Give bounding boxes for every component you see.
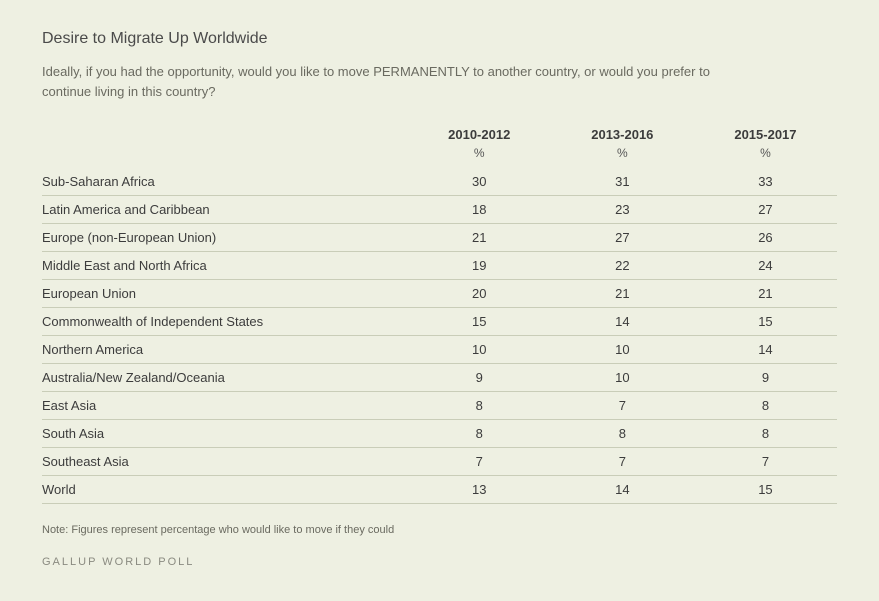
row-value: 10 (551, 336, 694, 364)
panel-subtitle: Ideally, if you had the opportunity, wou… (42, 62, 762, 101)
table-row: East Asia878 (42, 392, 837, 420)
row-value: 8 (694, 392, 837, 420)
row-value: 7 (551, 448, 694, 476)
table-row: Sub-Saharan Africa303133 (42, 168, 837, 196)
row-label: Southeast Asia (42, 448, 408, 476)
row-label: Latin America and Caribbean (42, 196, 408, 224)
row-label: European Union (42, 280, 408, 308)
row-value: 8 (408, 420, 551, 448)
table-row: Europe (non-European Union)212726 (42, 224, 837, 252)
table-row: European Union202121 (42, 280, 837, 308)
source-line: GALLUP WORLD POLL (42, 556, 837, 568)
header-row: 2010-2012 2013-2016 2015-2017 (42, 123, 837, 144)
footnote: Note: Figures represent percentage who w… (42, 524, 837, 536)
table-row: Australia/New Zealand/Oceania9109 (42, 364, 837, 392)
row-label: Northern America (42, 336, 408, 364)
row-value: 8 (551, 420, 694, 448)
row-value: 22 (551, 252, 694, 280)
table-row: Middle East and North Africa192224 (42, 252, 837, 280)
row-label: East Asia (42, 392, 408, 420)
row-value: 19 (408, 252, 551, 280)
row-value: 14 (551, 476, 694, 504)
row-value: 18 (408, 196, 551, 224)
table-row: Southeast Asia777 (42, 448, 837, 476)
unit-2: % (694, 144, 837, 168)
header-col-1: 2013-2016 (551, 123, 694, 144)
header-col-2: 2015-2017 (694, 123, 837, 144)
table-row: Commonwealth of Independent States151415 (42, 308, 837, 336)
table-row: Northern America101014 (42, 336, 837, 364)
row-label: World (42, 476, 408, 504)
row-label: South Asia (42, 420, 408, 448)
row-label: Australia/New Zealand/Oceania (42, 364, 408, 392)
row-value: 23 (551, 196, 694, 224)
row-label: Europe (non-European Union) (42, 224, 408, 252)
row-value: 7 (694, 448, 837, 476)
row-value: 7 (408, 448, 551, 476)
row-label: Middle East and North Africa (42, 252, 408, 280)
row-value: 8 (694, 420, 837, 448)
row-value: 26 (694, 224, 837, 252)
table-row: South Asia888 (42, 420, 837, 448)
data-table: 2010-2012 2013-2016 2015-2017 % % % Sub-… (42, 123, 837, 504)
unit-0: % (408, 144, 551, 168)
row-value: 9 (694, 364, 837, 392)
row-value: 15 (408, 308, 551, 336)
panel-title: Desire to Migrate Up Worldwide (42, 30, 837, 48)
row-value: 30 (408, 168, 551, 196)
row-value: 10 (408, 336, 551, 364)
table-row: Latin America and Caribbean182327 (42, 196, 837, 224)
row-value: 21 (408, 224, 551, 252)
row-label: Sub-Saharan Africa (42, 168, 408, 196)
row-value: 13 (408, 476, 551, 504)
row-value: 15 (694, 476, 837, 504)
row-value: 14 (694, 336, 837, 364)
row-value: 27 (694, 196, 837, 224)
row-value: 27 (551, 224, 694, 252)
row-value: 20 (408, 280, 551, 308)
row-value: 31 (551, 168, 694, 196)
unit-empty (42, 144, 408, 168)
row-value: 7 (551, 392, 694, 420)
row-value: 9 (408, 364, 551, 392)
unit-1: % (551, 144, 694, 168)
header-col-0: 2010-2012 (408, 123, 551, 144)
table-panel: Desire to Migrate Up Worldwide Ideally, … (0, 0, 879, 601)
row-label: Commonwealth of Independent States (42, 308, 408, 336)
table-row: World131415 (42, 476, 837, 504)
row-value: 21 (551, 280, 694, 308)
row-value: 8 (408, 392, 551, 420)
row-value: 15 (694, 308, 837, 336)
table-body: % % % Sub-Saharan Africa303133Latin Amer… (42, 144, 837, 504)
header-empty (42, 123, 408, 144)
unit-row: % % % (42, 144, 837, 168)
row-value: 10 (551, 364, 694, 392)
row-value: 14 (551, 308, 694, 336)
row-value: 24 (694, 252, 837, 280)
row-value: 21 (694, 280, 837, 308)
row-value: 33 (694, 168, 837, 196)
